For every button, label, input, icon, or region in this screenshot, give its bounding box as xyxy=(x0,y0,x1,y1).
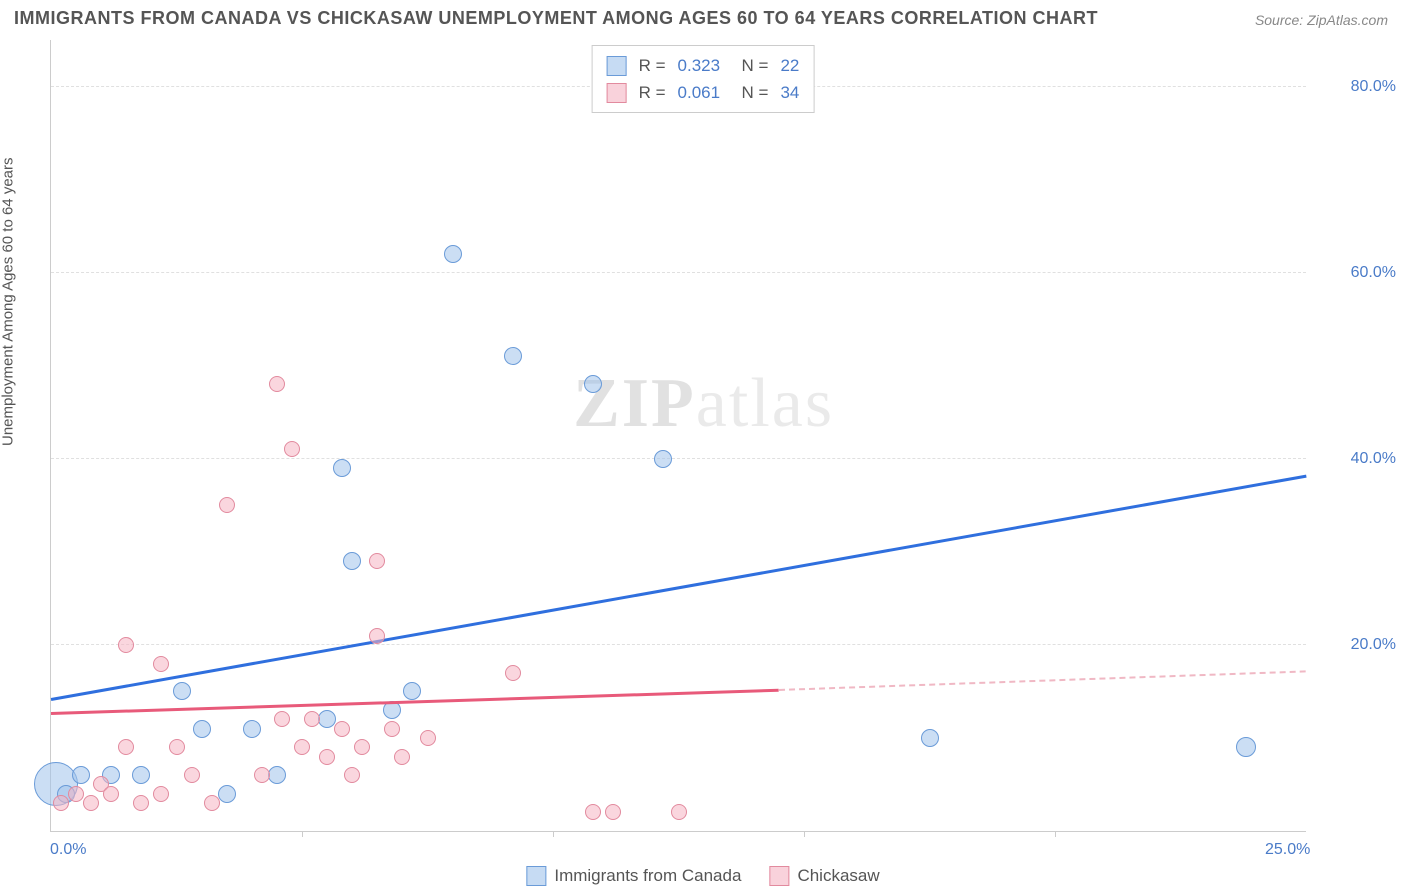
data-point-pink xyxy=(103,786,119,802)
x-tick-label: 0.0% xyxy=(50,841,86,859)
trend-dash-pink xyxy=(779,671,1306,692)
data-point-pink xyxy=(585,804,601,820)
data-point-blue xyxy=(333,459,351,477)
data-point-pink xyxy=(153,656,169,672)
data-point-pink xyxy=(284,441,300,457)
data-point-pink xyxy=(394,749,410,765)
swatch-pink-icon xyxy=(607,83,627,103)
stats-row-blue: R = 0.323 N = 22 xyxy=(607,52,800,79)
data-point-pink xyxy=(83,795,99,811)
data-point-pink xyxy=(254,767,270,783)
data-point-pink xyxy=(671,804,687,820)
x-tick xyxy=(553,831,554,837)
data-point-blue xyxy=(444,245,462,263)
data-point-blue xyxy=(584,375,602,393)
data-point-pink xyxy=(354,739,370,755)
data-point-pink xyxy=(133,795,149,811)
y-tick-label: 80.0% xyxy=(1351,78,1396,96)
data-point-pink xyxy=(384,721,400,737)
data-point-blue xyxy=(504,347,522,365)
data-point-pink xyxy=(369,553,385,569)
gridline-h xyxy=(51,458,1306,459)
legend-swatch-pink-icon xyxy=(769,866,789,886)
data-point-blue xyxy=(318,710,336,728)
stats-legend: R = 0.323 N = 22 R = 0.061 N = 34 xyxy=(592,45,815,113)
data-point-blue xyxy=(132,766,150,784)
data-point-pink xyxy=(184,767,200,783)
data-point-blue xyxy=(243,720,261,738)
gridline-h xyxy=(51,644,1306,645)
y-tick-label: 20.0% xyxy=(1351,636,1396,654)
data-point-pink xyxy=(319,749,335,765)
data-point-pink xyxy=(294,739,310,755)
x-tick xyxy=(804,831,805,837)
y-axis-label: Unemployment Among Ages 60 to 64 years xyxy=(0,157,17,446)
data-point-blue xyxy=(72,766,90,784)
stat-r-pink: 0.061 xyxy=(678,79,721,106)
stats-row-pink: R = 0.061 N = 34 xyxy=(607,79,800,106)
stat-n-label: N = xyxy=(732,52,768,79)
data-point-blue xyxy=(343,552,361,570)
data-point-pink xyxy=(304,711,320,727)
stat-n-blue: 22 xyxy=(780,52,799,79)
data-point-pink xyxy=(169,739,185,755)
data-point-pink xyxy=(505,665,521,681)
data-point-blue xyxy=(173,682,191,700)
trend-line-blue xyxy=(51,475,1306,701)
data-point-blue xyxy=(268,766,286,784)
legend-item-pink: Chickasaw xyxy=(769,866,879,886)
data-point-pink xyxy=(269,376,285,392)
data-point-pink xyxy=(153,786,169,802)
data-point-pink xyxy=(274,711,290,727)
stat-r-label: R = xyxy=(639,52,666,79)
data-point-pink xyxy=(369,628,385,644)
data-point-blue xyxy=(403,682,421,700)
gridline-h xyxy=(51,272,1306,273)
data-point-pink xyxy=(53,795,69,811)
bottom-legend: Immigrants from Canada Chickasaw xyxy=(526,866,879,886)
plot-area: ZIPatlas xyxy=(50,40,1306,832)
x-tick-label: 25.0% xyxy=(1265,841,1310,859)
stat-n-pink: 34 xyxy=(780,79,799,106)
x-tick xyxy=(1055,831,1056,837)
swatch-blue-icon xyxy=(607,56,627,76)
legend-swatch-blue-icon xyxy=(526,866,546,886)
data-point-blue xyxy=(193,720,211,738)
data-point-blue xyxy=(921,729,939,747)
data-point-blue xyxy=(654,450,672,468)
stat-n-label: N = xyxy=(732,79,768,106)
watermark: ZIPatlas xyxy=(573,364,834,444)
legend-item-blue: Immigrants from Canada xyxy=(526,866,741,886)
data-point-blue xyxy=(218,785,236,803)
data-point-pink xyxy=(344,767,360,783)
watermark-atlas: atlas xyxy=(696,365,834,442)
stat-r-blue: 0.323 xyxy=(678,52,721,79)
data-point-pink xyxy=(420,730,436,746)
data-point-pink xyxy=(68,786,84,802)
data-point-pink xyxy=(219,497,235,513)
chart-title: IMMIGRANTS FROM CANADA VS CHICKASAW UNEM… xyxy=(14,8,1098,29)
data-point-pink xyxy=(605,804,621,820)
data-point-pink xyxy=(118,637,134,653)
data-point-pink xyxy=(204,795,220,811)
x-tick xyxy=(302,831,303,837)
y-tick-label: 40.0% xyxy=(1351,450,1396,468)
legend-label-pink: Chickasaw xyxy=(797,866,879,886)
source-attribution: Source: ZipAtlas.com xyxy=(1255,12,1388,28)
y-tick-label: 60.0% xyxy=(1351,264,1396,282)
stat-r-label: R = xyxy=(639,79,666,106)
data-point-pink xyxy=(334,721,350,737)
chart-container: IMMIGRANTS FROM CANADA VS CHICKASAW UNEM… xyxy=(0,0,1406,892)
legend-label-blue: Immigrants from Canada xyxy=(554,866,741,886)
data-point-pink xyxy=(118,739,134,755)
data-point-blue xyxy=(1236,737,1256,757)
